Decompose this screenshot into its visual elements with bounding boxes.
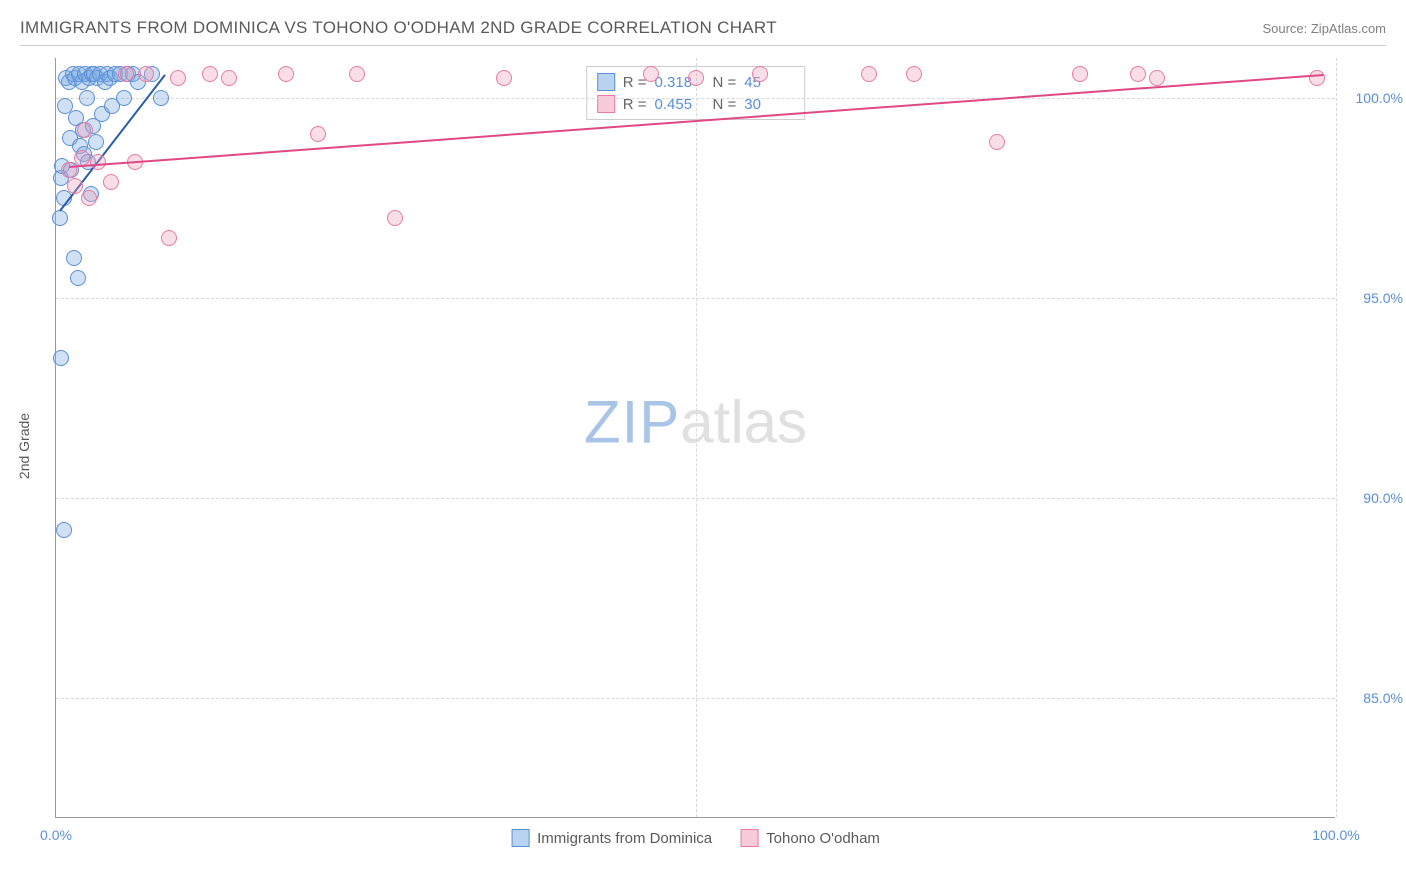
- chart-title: IMMIGRANTS FROM DOMINICA VS TOHONO O'ODH…: [20, 18, 777, 38]
- data-point-dominica: [116, 90, 132, 106]
- y-axis-label: 2nd Grade: [16, 413, 32, 479]
- data-point-dominica: [56, 522, 72, 538]
- data-point-tohono: [202, 66, 218, 82]
- data-point-tohono: [861, 66, 877, 82]
- data-point-tohono: [496, 70, 512, 86]
- legend-item-tohono: Tohono O'odham: [740, 829, 880, 847]
- chart-header: IMMIGRANTS FROM DOMINICA VS TOHONO O'ODH…: [20, 18, 1386, 46]
- data-point-tohono: [278, 66, 294, 82]
- data-point-tohono: [310, 126, 326, 142]
- chart-source: Source: ZipAtlas.com: [1262, 21, 1386, 36]
- xtick-label: 100.0%: [1312, 827, 1359, 843]
- data-point-tohono: [387, 210, 403, 226]
- data-point-tohono: [81, 190, 97, 206]
- data-point-tohono: [67, 178, 83, 194]
- data-point-tohono: [170, 70, 186, 86]
- ytick-label: 85.0%: [1343, 690, 1403, 706]
- gridline-v: [1336, 58, 1337, 817]
- ytick-label: 95.0%: [1343, 290, 1403, 306]
- data-point-tohono: [221, 70, 237, 86]
- swatch-dominica: [597, 73, 615, 91]
- data-point-tohono: [61, 162, 77, 178]
- legend-swatch-tohono: [740, 829, 758, 847]
- ytick-label: 90.0%: [1343, 490, 1403, 506]
- data-point-tohono: [989, 134, 1005, 150]
- legend-label-dominica: Immigrants from Dominica: [537, 830, 712, 847]
- data-point-tohono: [118, 66, 134, 82]
- data-point-tohono: [138, 66, 154, 82]
- data-point-tohono: [1309, 70, 1325, 86]
- data-point-tohono: [161, 230, 177, 246]
- data-point-tohono: [77, 122, 93, 138]
- data-point-tohono: [906, 66, 922, 82]
- watermark-part1: ZIP: [584, 389, 680, 456]
- data-point-tohono: [643, 66, 659, 82]
- ytick-label: 100.0%: [1343, 90, 1403, 106]
- legend-label-tohono: Tohono O'odham: [766, 830, 880, 847]
- data-point-dominica: [70, 270, 86, 286]
- data-point-tohono: [349, 66, 365, 82]
- data-point-tohono: [1130, 66, 1146, 82]
- legend-swatch-dominica: [511, 829, 529, 847]
- n-label: N =: [713, 74, 737, 91]
- data-point-dominica: [53, 350, 69, 366]
- data-point-dominica: [52, 210, 68, 226]
- legend-item-dominica: Immigrants from Dominica: [511, 829, 712, 847]
- legend: Immigrants from Dominica Tohono O'odham: [511, 829, 880, 847]
- plot-area: ZIPatlas R = 0.318 N = 45 R = 0.455 N = …: [55, 58, 1335, 818]
- data-point-dominica: [153, 90, 169, 106]
- data-point-tohono: [752, 66, 768, 82]
- gridline-v: [696, 58, 697, 817]
- xtick-label: 0.0%: [40, 827, 72, 843]
- watermark-part2: atlas: [680, 389, 807, 456]
- data-point-tohono: [1072, 66, 1088, 82]
- data-point-tohono: [90, 154, 106, 170]
- data-point-tohono: [1149, 70, 1165, 86]
- data-point-dominica: [79, 90, 95, 106]
- data-point-dominica: [66, 250, 82, 266]
- data-point-tohono: [688, 70, 704, 86]
- data-point-tohono: [103, 174, 119, 190]
